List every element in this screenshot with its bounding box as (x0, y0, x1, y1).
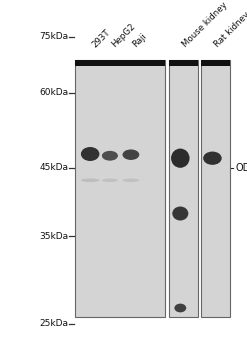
Bar (75, 60, 165, 66)
Ellipse shape (174, 303, 186, 312)
Ellipse shape (123, 149, 139, 160)
Text: Mouse kidney: Mouse kidney (180, 0, 229, 49)
Ellipse shape (203, 152, 222, 165)
Bar (201, 60, 230, 66)
Text: Rat kidney: Rat kidney (212, 10, 247, 49)
Text: 45kDa: 45kDa (40, 163, 68, 173)
Text: 25kDa: 25kDa (40, 319, 68, 328)
Text: HepG2: HepG2 (110, 22, 137, 49)
Ellipse shape (81, 178, 99, 182)
Ellipse shape (81, 147, 99, 161)
Ellipse shape (123, 178, 139, 182)
Bar (169, 60, 198, 317)
Text: ODC1: ODC1 (236, 163, 247, 173)
Bar (201, 60, 230, 317)
Ellipse shape (171, 148, 189, 168)
Text: 293T: 293T (90, 27, 112, 49)
Text: 75kDa: 75kDa (39, 32, 68, 41)
Ellipse shape (102, 151, 118, 161)
Ellipse shape (102, 178, 118, 182)
Ellipse shape (172, 206, 188, 220)
Text: 35kDa: 35kDa (39, 232, 68, 241)
Text: Raji: Raji (131, 32, 148, 49)
Text: 60kDa: 60kDa (39, 88, 68, 97)
Bar (75, 60, 165, 317)
Bar (169, 60, 198, 66)
